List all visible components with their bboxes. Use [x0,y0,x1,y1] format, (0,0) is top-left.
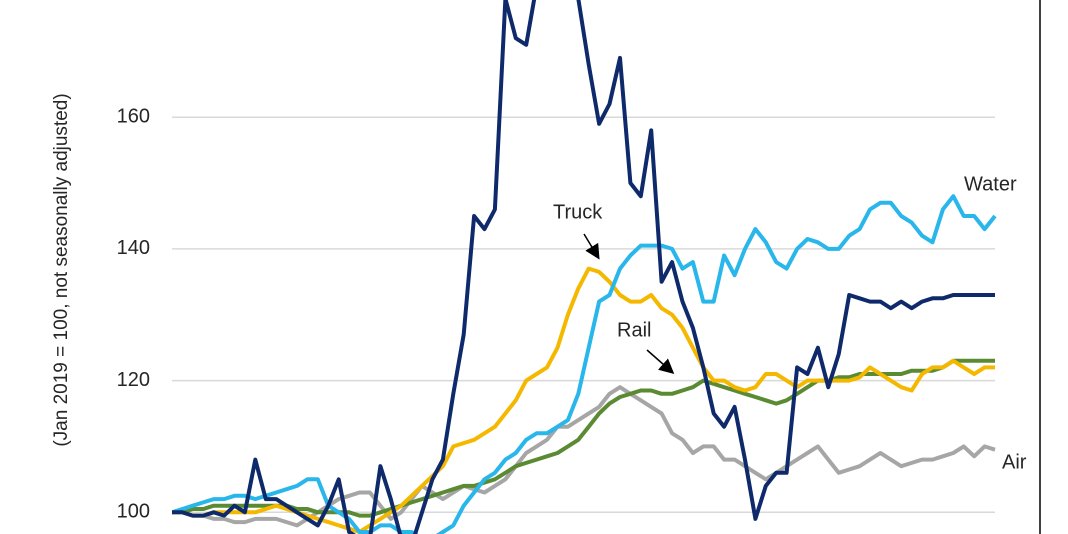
y-tick-label: 120 [117,369,150,391]
y-tick-label: 140 [117,237,150,259]
annotation-arrow [646,349,675,374]
lines [172,0,997,534]
y-tick-label: 160 [117,105,150,127]
grid [172,116,995,514]
annotation: Rail [617,319,651,341]
y-tick-label: 100 [117,501,150,523]
series-line [172,0,995,534]
annotation-arrow [583,233,600,260]
series-line [172,194,997,534]
annotation: Water [964,173,1017,195]
series-line [172,266,995,534]
y-axis-label: (Jan 2019 = 100, not seasonally adjusted… [51,93,72,446]
annotation: Truck [553,201,603,223]
series-line [172,385,996,528]
annotation: Air [1002,451,1027,473]
series-line [172,358,995,518]
